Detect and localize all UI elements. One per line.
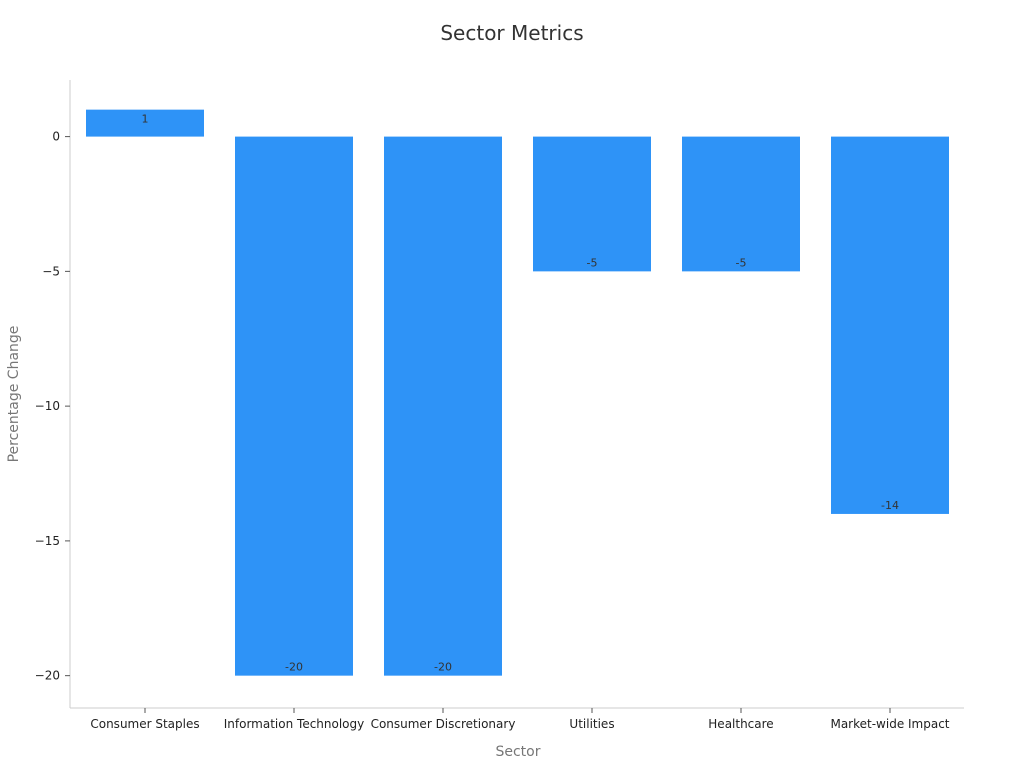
data-label-3: -5 — [587, 256, 598, 269]
y-tick-label-1: −5 — [42, 264, 60, 278]
x-tick-label-0: Consumer Staples — [90, 717, 199, 731]
y-ticks-group: 0 −5 −10 −15 −20 — [35, 130, 70, 683]
y-tick-label-4: −20 — [35, 669, 60, 683]
chart-title: Sector Metrics — [440, 21, 583, 45]
data-label-5: -14 — [881, 499, 899, 512]
x-tick-label-3: Utilities — [569, 717, 614, 731]
bar-4 — [682, 136, 800, 272]
y-axis-label: Percentage Change — [6, 326, 22, 463]
bars-group: 1 -20 -20 -5 -5 -14 — [86, 109, 949, 676]
x-axis-label: Sector — [495, 744, 540, 760]
bar-3 — [533, 136, 651, 272]
bar-2 — [384, 136, 502, 676]
bar-1 — [235, 136, 353, 676]
data-label-1: -20 — [285, 661, 303, 674]
y-tick-label-0: 0 — [52, 130, 60, 144]
x-tick-label-1: Information Technology — [224, 717, 365, 731]
x-ticks-group: Consumer Staples Information Technology Co… — [90, 708, 950, 731]
x-tick-label-4: Healthcare — [708, 717, 773, 731]
y-tick-label-2: −10 — [35, 399, 60, 413]
bar-5 — [831, 136, 949, 514]
bar-0 — [86, 109, 204, 137]
data-label-4: -5 — [736, 256, 747, 269]
y-tick-label-3: −15 — [35, 534, 60, 548]
x-tick-label-2: Consumer Discretionary — [371, 717, 516, 731]
data-label-0: 1 — [142, 113, 149, 126]
data-label-2: -20 — [434, 661, 452, 674]
x-tick-label-5: Market-wide Impact — [830, 717, 949, 731]
